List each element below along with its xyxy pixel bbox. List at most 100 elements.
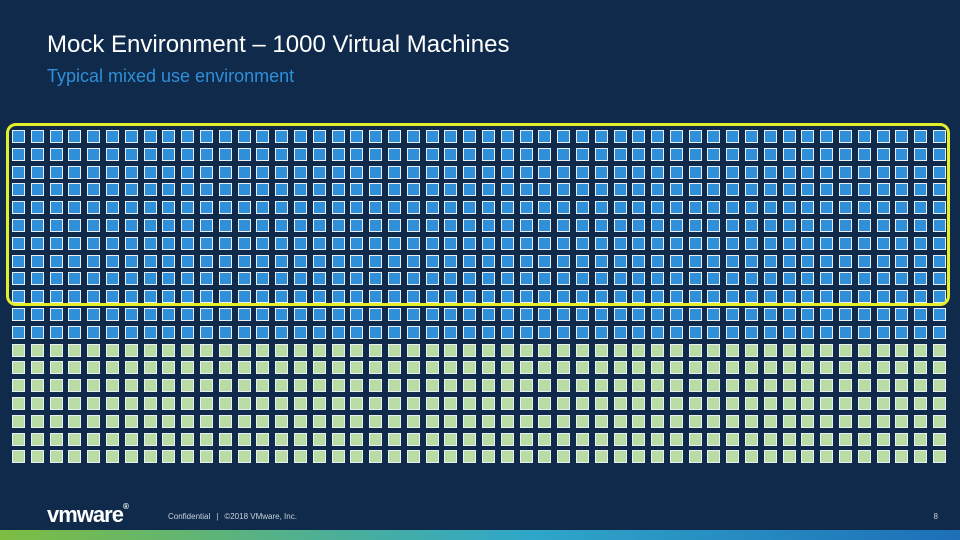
vm-square [538,147,552,161]
vm-square [444,147,458,161]
vm-square [613,325,627,339]
vm-square [237,218,251,232]
vm-square [839,343,853,357]
vm-square [557,254,571,268]
vm-square [594,343,608,357]
vm-square [538,290,552,304]
vm-square [293,307,307,321]
vm-square [30,254,44,268]
vm-square [707,165,721,179]
vm-square [669,130,683,143]
vm-square [181,307,195,321]
vm-square [30,432,44,446]
vm-square [406,165,420,179]
vm-square [275,254,289,268]
vm-square [237,450,251,464]
vm-square [218,147,232,161]
vm-square [143,254,157,268]
vm-square [745,307,759,321]
vm-square [557,236,571,250]
vm-square [181,272,195,286]
vm-square [30,183,44,197]
vm-square [369,396,383,410]
vm-square [557,147,571,161]
vm-square [275,290,289,304]
vm-square [293,147,307,161]
vm-square [463,236,477,250]
vm-square [726,165,740,179]
vm-square [763,165,777,179]
vm-square [857,236,871,250]
vm-square [519,414,533,428]
vm-square [124,396,138,410]
vm-square [688,236,702,250]
vm-square [801,396,815,410]
vm-square [745,165,759,179]
vm-square [181,450,195,464]
vm-square [707,325,721,339]
vm-square [895,307,909,321]
vm-square [519,432,533,446]
vm-square [857,183,871,197]
vm-square [87,361,101,375]
vm-square [199,272,213,286]
vm-square [350,218,364,232]
vm-square [237,130,251,143]
vm-square [105,290,119,304]
vm-square [575,361,589,375]
vm-square [857,379,871,393]
vm-square [594,272,608,286]
vm-square [801,432,815,446]
vm-square [688,147,702,161]
vm-square [124,236,138,250]
vm-square [857,254,871,268]
vm-square [256,272,270,286]
vm-square [519,236,533,250]
vm-square [143,218,157,232]
copyright-label: ©2018 VMware, Inc. [224,512,297,521]
vm-square [275,218,289,232]
vm-square [745,325,759,339]
vm-square [557,343,571,357]
vm-square [105,396,119,410]
vm-square [519,396,533,410]
vm-square [500,183,514,197]
vm-square [350,272,364,286]
vm-square [745,343,759,357]
vm-square [839,236,853,250]
vm-square [613,201,627,215]
vm-square [801,130,815,143]
vm-square [669,343,683,357]
vm-square [68,183,82,197]
vm-square [651,343,665,357]
vm-square [49,414,63,428]
vm-square [726,218,740,232]
vm-square [105,130,119,143]
vm-square [575,130,589,143]
vm-square [425,450,439,464]
vm-square [256,130,270,143]
vm-square [49,325,63,339]
vm-square [218,201,232,215]
vm-square [369,290,383,304]
vm-square [444,254,458,268]
vm-square [406,414,420,428]
vm-square [162,147,176,161]
vm-square [181,254,195,268]
vm-square [105,361,119,375]
vm-square [669,414,683,428]
vm-square [763,432,777,446]
vm-square [669,165,683,179]
vm-square [68,130,82,143]
vm-square [745,201,759,215]
vm-square [613,254,627,268]
vm-square [651,272,665,286]
vm-square [312,414,326,428]
vm-square [312,272,326,286]
vm-square [162,307,176,321]
vm-square [162,379,176,393]
vm-square [538,165,552,179]
vm-square [745,183,759,197]
vm-square [387,379,401,393]
vm-square [406,325,420,339]
